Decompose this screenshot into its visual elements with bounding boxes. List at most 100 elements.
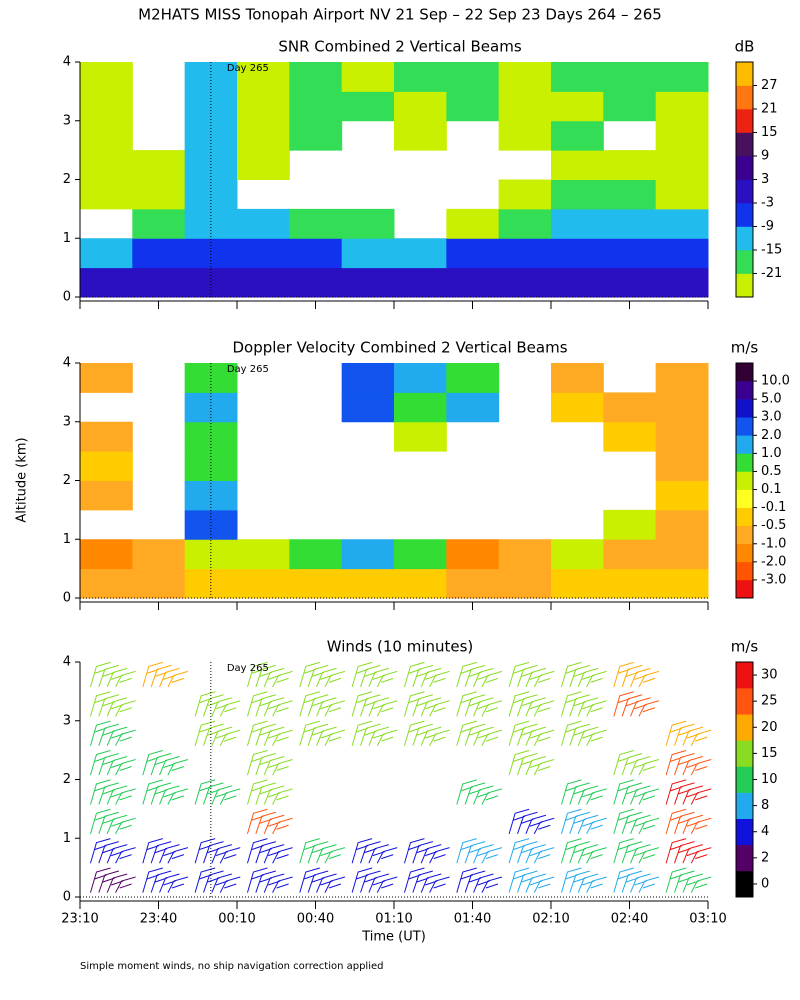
colorbar-swatch: [736, 688, 753, 715]
heat-cell: [446, 539, 500, 570]
heat-cell: [446, 267, 500, 298]
x-axis-label: Time (UT): [361, 930, 426, 945]
heat-cell: [289, 62, 343, 92]
wind-barbs: [665, 720, 712, 746]
x-tick-label: 01:10: [375, 912, 412, 927]
heat-cell: [132, 179, 186, 210]
y-tick-label: 0: [63, 890, 71, 905]
x-tick-label: 03:10: [689, 912, 726, 927]
colorbar-swatch: [736, 543, 753, 563]
colorbar-swatch: [736, 381, 753, 400]
wind-barbs: [560, 867, 607, 893]
heat-cell: [237, 150, 290, 180]
colorbar-swatch: [736, 156, 753, 180]
heat-cell: [655, 480, 709, 511]
x-tick-label: 23:40: [140, 912, 177, 927]
wind-barbs: [613, 838, 660, 864]
heat-cell: [80, 421, 133, 452]
colorbar-swatch: [736, 818, 753, 846]
heat-cell: [394, 62, 447, 92]
wind-barbs: [456, 661, 503, 688]
heat-cell: [341, 208, 395, 239]
heat-cell: [551, 363, 604, 393]
heat-cell: [551, 539, 604, 570]
heat-cell: [132, 208, 186, 239]
panel-title: Doppler Velocity Combined 2 Vertical Bea…: [232, 339, 567, 357]
heat-cell: [551, 238, 604, 269]
wind-barbs: [246, 691, 293, 717]
colorbar-tick-label: 27: [761, 78, 778, 93]
wind-barbs: [246, 838, 293, 864]
colorbar-swatch: [736, 179, 753, 204]
colorbar-tick-label: 3.0: [761, 410, 782, 425]
heat-cell: [80, 179, 133, 210]
y-tick-label: 2: [63, 172, 71, 187]
figure-title: M2HATS MISS Tonopah Airport NV 21 Sep – …: [138, 6, 662, 24]
heat-cell: [655, 238, 709, 269]
heat-cell: [655, 150, 709, 180]
y-tick-label: 1: [63, 532, 71, 547]
colorbar-unit: dB: [735, 38, 755, 56]
wind-barbs: [89, 661, 136, 688]
y-tick-label: 0: [63, 290, 71, 305]
wind-barbs: [508, 838, 555, 864]
heat-cell: [498, 238, 552, 269]
wind-barbs: [246, 750, 293, 776]
heat-cell: [184, 208, 238, 239]
heat-cell: [603, 568, 657, 599]
heat-cell: [341, 568, 395, 599]
colorbar-tick-label: 3: [761, 172, 769, 187]
wind-barbs: [299, 691, 346, 717]
wind-barbs: [613, 867, 660, 893]
heat-cell: [498, 568, 552, 599]
heat-cell: [394, 539, 447, 570]
heat-cell: [341, 91, 395, 122]
colorbar-tick-label: -0.5: [761, 518, 786, 533]
heat-cell: [655, 208, 709, 239]
colorbar-swatch: [736, 714, 753, 741]
heat-cell: [289, 91, 343, 122]
day-marker-label: Day 265: [227, 663, 269, 674]
heat-cell: [289, 120, 343, 151]
heat-cell: [341, 238, 395, 269]
colorbar-tick-label: 9: [761, 149, 769, 164]
heat-cell: [184, 150, 238, 180]
wind-barbs: [508, 808, 555, 835]
wind-barbs: [560, 838, 607, 864]
x-tick-label: 02:40: [611, 912, 648, 927]
colorbar-swatch: [736, 250, 753, 274]
y-tick-label: 4: [63, 55, 71, 70]
wind-barbs: [351, 867, 398, 893]
colorbar-tick-label: -9: [761, 219, 774, 234]
wind-barbs: [403, 691, 450, 717]
heat-cell: [341, 62, 395, 92]
colorbar-swatch: [736, 766, 753, 793]
colorbar-tick-label: 25: [761, 694, 778, 709]
colorbar-swatch: [736, 203, 753, 227]
wind-barbs: [560, 779, 607, 805]
heat-cell: [237, 238, 290, 269]
wind-barbs: [194, 867, 241, 893]
heat-cell: [80, 150, 133, 180]
colorbar-tick-label: 0.1: [761, 482, 782, 497]
wind-barbs: [665, 808, 712, 835]
wind-barbs: [456, 838, 503, 864]
heat-cell: [498, 267, 552, 298]
colorbar-tick-label: -21: [761, 266, 782, 281]
heat-cell: [603, 150, 657, 180]
heat-cell: [237, 539, 290, 570]
wind-barbs: [246, 661, 293, 688]
colorbar-swatch: [736, 417, 753, 436]
wind-barbs: [613, 808, 660, 835]
wind-barbs: [560, 661, 607, 688]
colorbar-swatch: [736, 399, 753, 418]
colorbar-swatch: [736, 561, 753, 581]
heat-cell: [498, 91, 552, 122]
heat-cell: [394, 120, 447, 151]
wind-barbs: [194, 779, 241, 805]
heat-cell: [394, 267, 447, 298]
y-tick-label: 2: [63, 772, 71, 787]
wind-barbs: [613, 779, 660, 805]
colorbar-swatch: [736, 507, 753, 526]
